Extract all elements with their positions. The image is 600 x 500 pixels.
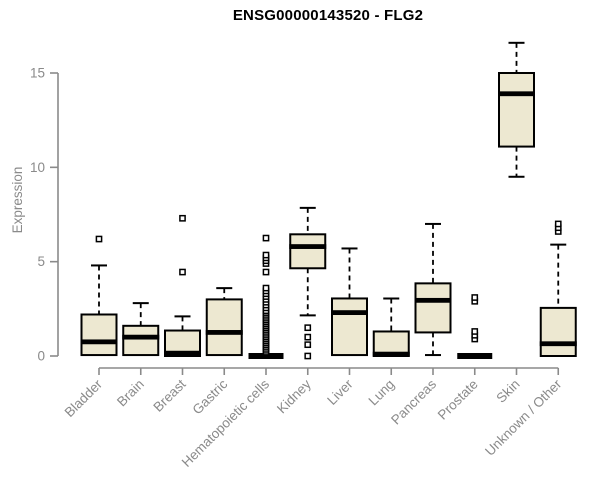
box-group-unknown-other — [539, 220, 577, 358]
x-category-label-pancreas: Pancreas — [388, 376, 439, 427]
x-category-label-prostate: Prostate — [435, 377, 481, 423]
outlier-point — [179, 214, 186, 222]
outlier-point — [262, 251, 270, 259]
box-rect — [331, 297, 368, 357]
box-group-prostate — [457, 294, 493, 359]
x-category-label-kidney: Kidney — [274, 376, 314, 416]
outlier-point — [304, 341, 312, 349]
box-group-pancreas — [414, 222, 452, 357]
collapsed-box-bar — [248, 353, 284, 359]
outlier-point — [304, 324, 312, 332]
box-group-skin — [498, 41, 535, 178]
outlier-point — [304, 333, 312, 341]
collapsed-box-bar — [457, 353, 493, 359]
box-group-liver — [331, 247, 368, 357]
outlier-point — [471, 294, 479, 301]
x-category-label-breast: Breast — [150, 376, 188, 414]
y-tick-label: 15 — [30, 66, 45, 81]
median-line — [331, 310, 368, 316]
outlier-point — [262, 284, 270, 292]
outlier-point — [554, 220, 562, 228]
x-category-label-gastric: Gastric — [190, 376, 231, 417]
median-line — [539, 341, 577, 347]
chart-title: ENSG00000143520 - FLG2 — [232, 7, 424, 24]
box-group-kidney — [289, 206, 327, 360]
y-tick-label: 5 — [37, 254, 45, 269]
outlier-point — [262, 234, 270, 242]
x-category-label-skin: Skin — [493, 377, 522, 406]
outlier-point — [179, 268, 186, 276]
box-group-lung — [372, 297, 410, 357]
box-rect — [498, 72, 535, 148]
outlier-point — [95, 235, 103, 243]
box-rect — [205, 298, 243, 357]
box-group-gastric — [205, 287, 243, 357]
box-rect — [122, 324, 160, 357]
y-tick-label: 10 — [30, 160, 45, 175]
median-line — [122, 334, 160, 340]
x-category-label-bladder: Bladder — [62, 376, 106, 420]
x-category-label-liver: Liver — [324, 376, 356, 408]
box-rect — [414, 282, 452, 334]
median-line — [80, 339, 118, 345]
median-line — [414, 297, 452, 303]
x-category-label-brain: Brain — [114, 377, 147, 410]
median-line — [164, 350, 201, 356]
box-rect — [539, 306, 577, 358]
median-line — [498, 91, 535, 97]
median-line — [289, 244, 327, 249]
x-category-label-unknown-other: Unknown / Other — [482, 376, 565, 459]
outlier-point — [471, 328, 479, 335]
y-tick-label: 0 — [37, 349, 45, 364]
box-group-hematopoietic-cells — [248, 234, 284, 359]
median-line — [205, 330, 243, 335]
box-group-brain — [122, 302, 160, 357]
box-group-breast — [164, 214, 201, 357]
box-rect — [289, 233, 327, 270]
box-rect — [80, 313, 118, 357]
median-line — [372, 351, 410, 357]
x-category-label-lung: Lung — [366, 377, 398, 409]
box-group-bladder — [80, 235, 118, 357]
outlier-point — [304, 352, 312, 360]
y-axis: 0 5 10 15 — [30, 66, 59, 364]
outlier-point — [262, 268, 270, 276]
